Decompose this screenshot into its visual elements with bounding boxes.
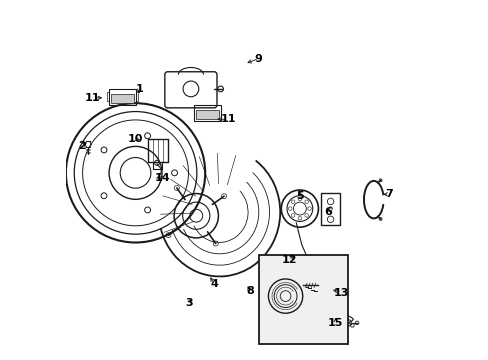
Text: 8: 8	[245, 286, 253, 296]
Bar	[196, 111, 219, 119]
Text: 11: 11	[85, 93, 100, 103]
Text: 4: 4	[210, 279, 218, 289]
Text: 6: 6	[324, 207, 332, 217]
Text: 10: 10	[127, 134, 143, 144]
Text: 2: 2	[78, 141, 86, 151]
Text: 5: 5	[295, 191, 303, 201]
Text: 7: 7	[385, 189, 392, 199]
Text: 15: 15	[327, 318, 343, 328]
Text: 13: 13	[333, 288, 348, 297]
Text: 12: 12	[281, 255, 296, 265]
Bar	[258, 255, 347, 344]
Text: 11: 11	[220, 114, 236, 124]
Bar	[110, 94, 134, 103]
Text: 1: 1	[135, 84, 142, 94]
Text: 14: 14	[154, 173, 170, 183]
Text: 9: 9	[254, 54, 262, 64]
Text: 3: 3	[185, 298, 193, 308]
